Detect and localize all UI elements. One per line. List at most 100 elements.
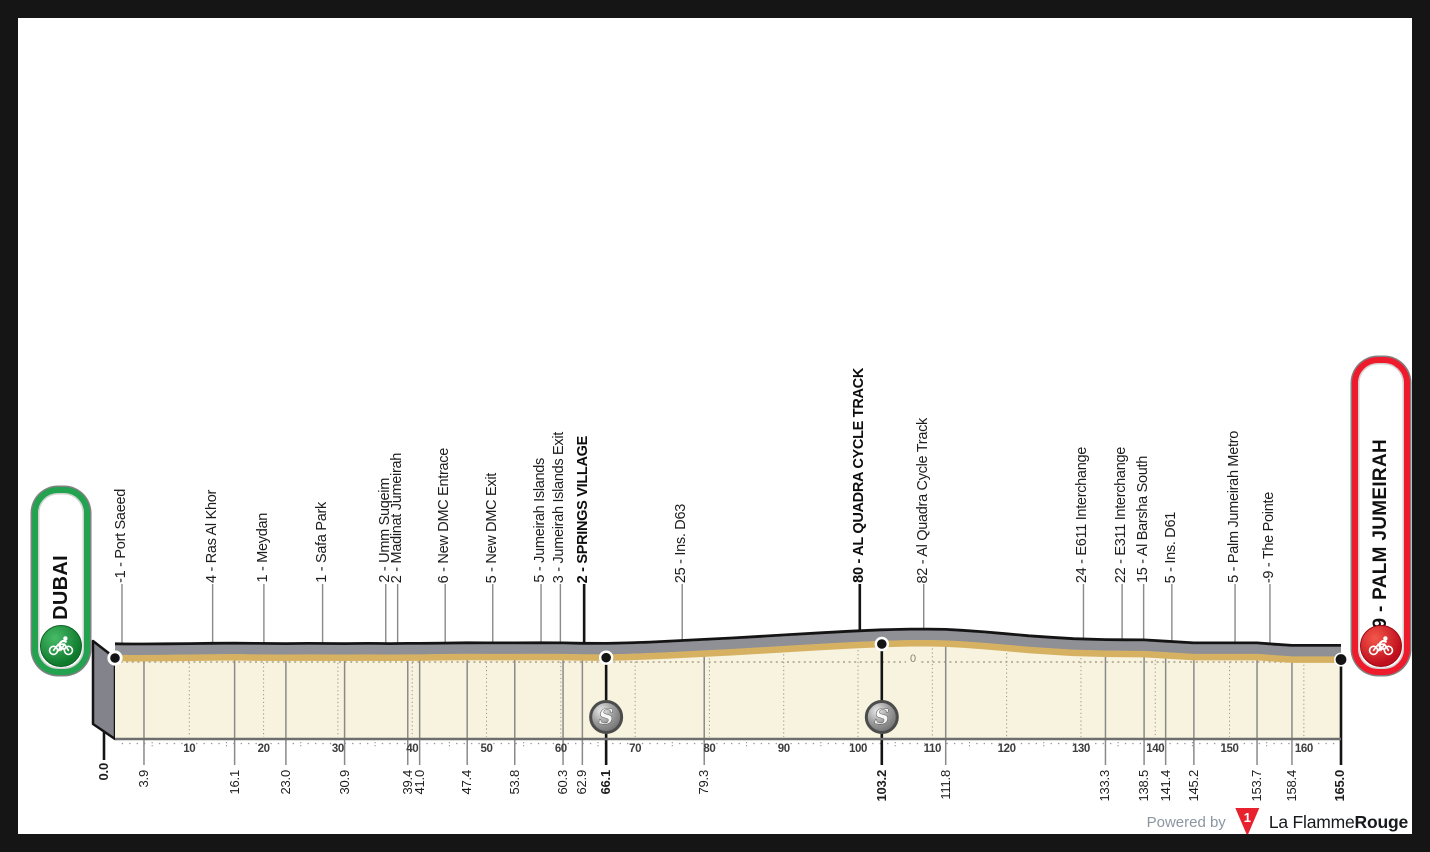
finish-capsule: -9 - PALM JUMEIRAH: [1352, 357, 1410, 675]
cyclist-icon: [1368, 636, 1394, 656]
start-capsule: 0 - DUBAI: [32, 487, 90, 675]
axis-tick-label: 10: [183, 743, 196, 755]
waypoint-label: 1 - Safa Park: [313, 502, 330, 583]
waypoint-label: 25 - Ins. D63: [673, 503, 690, 583]
route-gold-ribbon: [114, 640, 1341, 663]
axis-tick-label: 80: [703, 743, 716, 755]
km-tick-dot: [612, 742, 614, 745]
axis-tick-label: 140: [1146, 743, 1165, 755]
km-tick-dot: [909, 742, 911, 745]
km-tick-dot: [247, 742, 250, 745]
km-tick-dot: [381, 742, 384, 745]
km-tick-dot: [1176, 742, 1179, 745]
km-tick-dot: [678, 742, 681, 745]
km-tick-dot: [1213, 742, 1216, 745]
km-tick-dot: [292, 742, 295, 745]
axis-tick-label: 60: [554, 743, 567, 755]
km-tick-dot: [1236, 742, 1238, 745]
km-tick-dot: [210, 742, 213, 745]
axis-tick-label: 30: [331, 743, 344, 755]
road-gray-ribbon: [114, 630, 1341, 657]
powered-by-footer: Powered by 1 La FlammeRouge: [1147, 806, 1408, 838]
km-tick-dot: [1288, 742, 1290, 745]
km-tick-dot: [470, 742, 473, 745]
km-tick-dot: [181, 742, 183, 745]
km-tick-dot: [901, 742, 904, 745]
km-tick-dot: [218, 742, 220, 745]
distance-label: 41.0: [411, 770, 427, 795]
distance-label: 141.4: [1157, 770, 1173, 802]
km-tick-dot: [1013, 742, 1015, 745]
waypoint-label: 3 - Jumeirah Islands Exit: [551, 431, 568, 583]
km-tick-dot: [1020, 742, 1023, 745]
km-tick-dot: [240, 742, 243, 745]
km-tick-dot: [730, 742, 733, 745]
km-tick-dot: [463, 742, 466, 745]
km-tick-dot: [493, 742, 495, 745]
waypoint-label: 2 - Madinat Jumeirah: [388, 452, 405, 583]
km-tick-dot: [508, 742, 510, 745]
elevation-top-line: [114, 627, 1341, 647]
axis-tick-label: 100: [849, 743, 868, 755]
km-tick-dot: [916, 742, 919, 745]
km-tick-dot: [1095, 742, 1097, 745]
km-tick-dot: [938, 742, 941, 745]
distance-label: 153.7: [1249, 770, 1265, 802]
sprint-badge: [864, 700, 899, 734]
axis-tick-label: 120: [997, 743, 1016, 755]
km-tick-dot: [1124, 742, 1127, 745]
axis-tick-label: 40: [406, 743, 419, 755]
km-tick-dot: [530, 742, 532, 745]
km-tick-dot: [270, 742, 272, 745]
km-tick-dot: [834, 742, 837, 745]
distance-label: 103.2: [873, 770, 889, 802]
km-tick-dot: [351, 742, 354, 745]
logo-number: 1: [1243, 810, 1251, 825]
sprint-dot: [874, 636, 890, 652]
distance-label: 47.4: [459, 770, 475, 795]
km-tick-dot: [359, 742, 362, 745]
km-tick-dot: [1050, 742, 1053, 745]
km-tick-dot: [1184, 742, 1186, 745]
waypoint-label: 1 - Meydan: [254, 513, 271, 583]
km-tick-dot: [1243, 742, 1246, 745]
waypoint-label: 24 - E611 Interchange: [1074, 446, 1091, 583]
waypoint-label: 80 - AL QUADRA CYCLE TRACK: [850, 368, 867, 583]
km-tick-dot: [500, 742, 503, 745]
zero-elevation-label: 0: [906, 653, 921, 665]
brand-name: La FlammeRouge: [1269, 812, 1408, 833]
km-tick-dot: [716, 742, 718, 745]
km-tick-dot: [1199, 742, 1201, 745]
brand-bold: Rouge: [1354, 811, 1409, 832]
waypoint-label: -1 - Port Saeed: [112, 489, 129, 583]
distance-label: 133.3: [1097, 770, 1113, 802]
km-tick-dot: [589, 742, 592, 745]
km-tick-dot: [723, 742, 726, 745]
distance-label: 66.1: [598, 770, 614, 795]
cyclist-icon: [48, 636, 74, 656]
km-tick-dot: [203, 742, 205, 745]
km-tick-dot: [1072, 742, 1075, 745]
finish-distance-label: 165.0: [1332, 770, 1347, 802]
km-tick-dot: [158, 742, 161, 745]
km-tick-dot: [121, 742, 124, 745]
km-tick-dot: [990, 742, 993, 745]
km-tick-dot: [1295, 742, 1298, 745]
km-tick-dot: [1161, 742, 1164, 745]
km-tick-dot: [805, 742, 807, 745]
waypoint-label: 5 - New DMC Exit: [483, 472, 500, 583]
km-tick-dot: [946, 742, 948, 745]
km-tick-dot: [849, 742, 852, 745]
km-tick-dot: [389, 742, 391, 745]
km-tick-dot: [924, 742, 926, 745]
waypoint-label: 5 - Jumeirah Islands: [532, 458, 549, 583]
km-tick-dot: [619, 742, 622, 745]
km-tick-dot: [567, 742, 570, 745]
axis-tick-label: 130: [1071, 743, 1090, 755]
distance-label: 145.2: [1185, 770, 1201, 802]
km-tick-dot: [842, 742, 844, 745]
km-tick-dot: [322, 742, 324, 745]
km-tick-dot: [166, 742, 168, 745]
sprint-badge: [589, 700, 624, 734]
